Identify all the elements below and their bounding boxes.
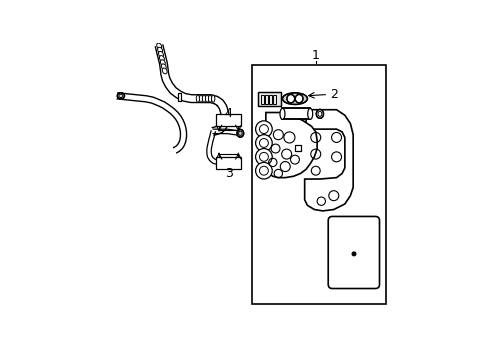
Bar	[178, 93, 181, 102]
Polygon shape	[304, 110, 352, 211]
Bar	[257, 92, 281, 105]
Bar	[251, 66, 386, 304]
FancyBboxPatch shape	[327, 216, 379, 288]
Text: 4: 4	[224, 107, 232, 120]
Ellipse shape	[233, 159, 240, 167]
Ellipse shape	[208, 95, 211, 102]
Bar	[282, 108, 309, 120]
Bar	[294, 145, 301, 151]
Circle shape	[351, 252, 355, 256]
Ellipse shape	[257, 152, 269, 162]
Bar	[261, 95, 264, 104]
Circle shape	[255, 135, 272, 151]
Text: 3: 3	[224, 167, 232, 180]
Ellipse shape	[196, 95, 199, 102]
Ellipse shape	[117, 93, 124, 99]
Bar	[264, 95, 267, 104]
Bar	[272, 95, 275, 104]
Text: 1: 1	[311, 49, 319, 62]
Ellipse shape	[202, 95, 205, 102]
Ellipse shape	[295, 94, 303, 103]
Ellipse shape	[257, 166, 269, 176]
Ellipse shape	[316, 109, 323, 118]
Bar	[178, 93, 181, 102]
Ellipse shape	[307, 108, 312, 120]
Ellipse shape	[160, 60, 165, 66]
Polygon shape	[264, 112, 317, 177]
Ellipse shape	[159, 55, 164, 61]
Ellipse shape	[156, 43, 161, 49]
Bar	[268, 95, 271, 104]
Ellipse shape	[161, 64, 166, 69]
Ellipse shape	[237, 129, 243, 137]
Circle shape	[255, 149, 272, 165]
Circle shape	[255, 162, 272, 179]
Ellipse shape	[157, 47, 162, 53]
Bar	[282, 108, 309, 120]
Ellipse shape	[205, 95, 208, 102]
Ellipse shape	[211, 95, 214, 102]
Ellipse shape	[257, 138, 269, 148]
Text: 2: 2	[329, 88, 337, 101]
Bar	[216, 157, 241, 169]
Ellipse shape	[282, 93, 307, 104]
Ellipse shape	[162, 68, 167, 74]
Ellipse shape	[280, 108, 285, 120]
Ellipse shape	[158, 51, 163, 57]
Bar	[257, 92, 281, 105]
Ellipse shape	[199, 95, 202, 102]
Bar	[294, 145, 301, 151]
Bar	[216, 114, 241, 126]
Ellipse shape	[286, 94, 294, 103]
Circle shape	[255, 121, 272, 138]
Ellipse shape	[257, 124, 269, 134]
